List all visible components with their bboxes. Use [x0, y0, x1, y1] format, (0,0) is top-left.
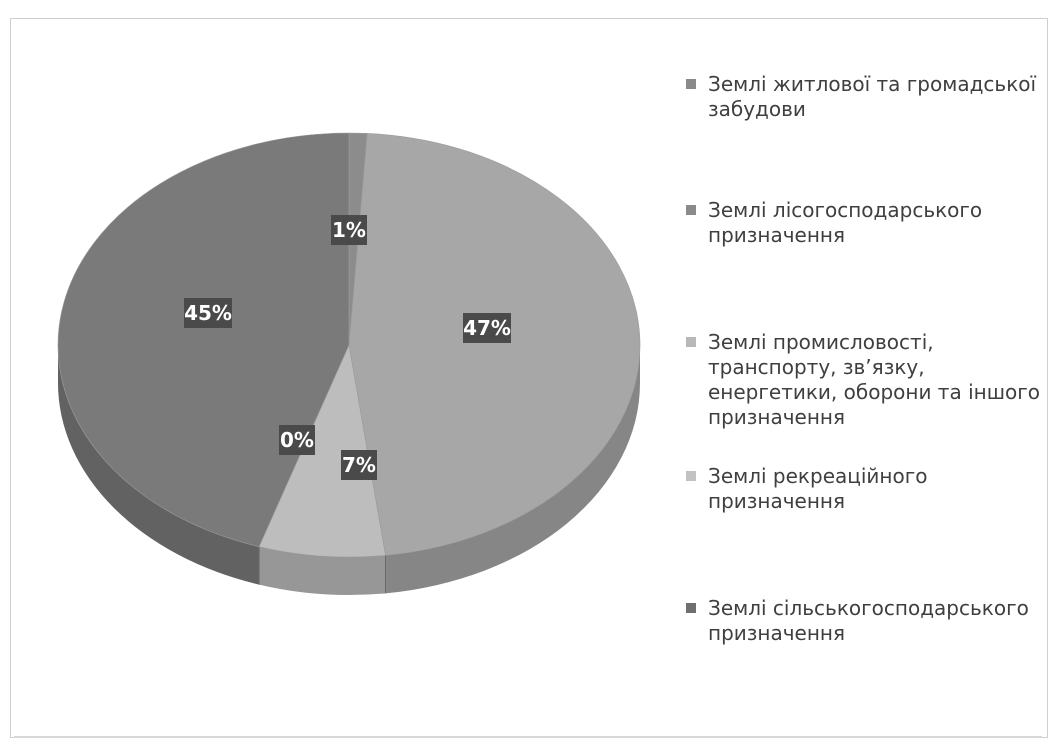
legend-label: Землі сільськогосподарського призначення: [708, 596, 1029, 645]
pie-side-4: [58, 345, 260, 585]
data-label-text: 7%: [342, 453, 376, 477]
pie-side-2: [259, 546, 386, 595]
data-label-box: [463, 313, 511, 343]
legend-item-4: Землі сільськогосподарського призначення: [686, 596, 1046, 646]
pie-side-walls: [58, 345, 640, 595]
pie-side-1: [385, 345, 640, 594]
legend-swatch: [686, 603, 696, 613]
legend-swatch: [686, 471, 696, 481]
legend-label: Землі промисловості, транспорту, зв’язку…: [708, 330, 1040, 429]
pie-slice-4: [57, 132, 350, 547]
legend-label: Землі лісогосподарського призначення: [708, 198, 983, 247]
data-label-box: [331, 215, 367, 245]
data-label-2: 7%: [341, 450, 377, 480]
legend-swatch: [686, 79, 696, 89]
legend-item-0: Землі житлової та громадської забудови: [686, 72, 1046, 122]
data-labels: 1% 47% 7% 0% 45%: [184, 215, 511, 480]
data-label-text: 47%: [463, 316, 511, 340]
data-label-box: [279, 425, 315, 455]
legend-swatch: [686, 337, 696, 347]
pie-slice-1: [348, 133, 641, 556]
legend-item-2: Землі промисловості, транспорту, зв’язку…: [686, 330, 1046, 430]
data-label-text: 1%: [332, 218, 366, 242]
data-label-box: [341, 450, 377, 480]
data-label-text: 45%: [184, 301, 232, 325]
data-label-text: 0%: [280, 428, 314, 452]
legend-item-3: Землі рекреаційного призначення: [686, 464, 1046, 514]
data-label-0: 1%: [331, 215, 367, 245]
data-label-3: 0%: [279, 425, 315, 455]
legend-label: Землі рекреаційного призначення: [708, 464, 928, 513]
pie-slice-2: [258, 343, 386, 558]
legend-swatch: [686, 205, 696, 215]
data-label-4: 45%: [184, 298, 232, 328]
pie-top: [57, 132, 641, 558]
data-label-1: 47%: [463, 313, 511, 343]
data-label-box: [184, 298, 232, 328]
scan-border: [14, 736, 1042, 738]
legend-item-1: Землі лісогосподарського призначення: [686, 198, 1046, 248]
legend-label: Землі житлової та громадської забудови: [708, 72, 1037, 121]
